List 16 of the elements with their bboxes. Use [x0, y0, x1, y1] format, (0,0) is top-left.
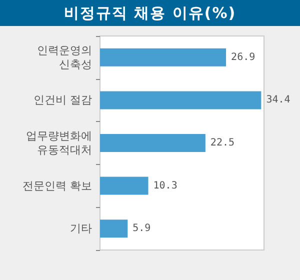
data-label: 22.5 — [210, 138, 235, 148]
data-label: 34.4 — [266, 94, 290, 106]
bar — [100, 91, 262, 110]
bar — [100, 176, 148, 195]
bar — [100, 48, 226, 66]
y-tick-label: 업무량변화에 유동적대처 — [26, 130, 92, 156]
data-label: 10.3 — [153, 180, 178, 192]
bar — [100, 134, 206, 152]
y-tick-label: 기타 — [70, 222, 92, 236]
chart-title: 비정규직 채용 이유(%) — [0, 0, 300, 26]
bar — [100, 220, 128, 238]
y-tick-label: 인력운영의 신축성 — [37, 44, 92, 71]
data-label: 26.9 — [231, 52, 256, 63]
data-label: 5.9 — [132, 223, 151, 234]
y-tick-label: 인건비 절감 — [34, 94, 92, 107]
y-tick-label: 전문인력 확보 — [22, 179, 92, 192]
